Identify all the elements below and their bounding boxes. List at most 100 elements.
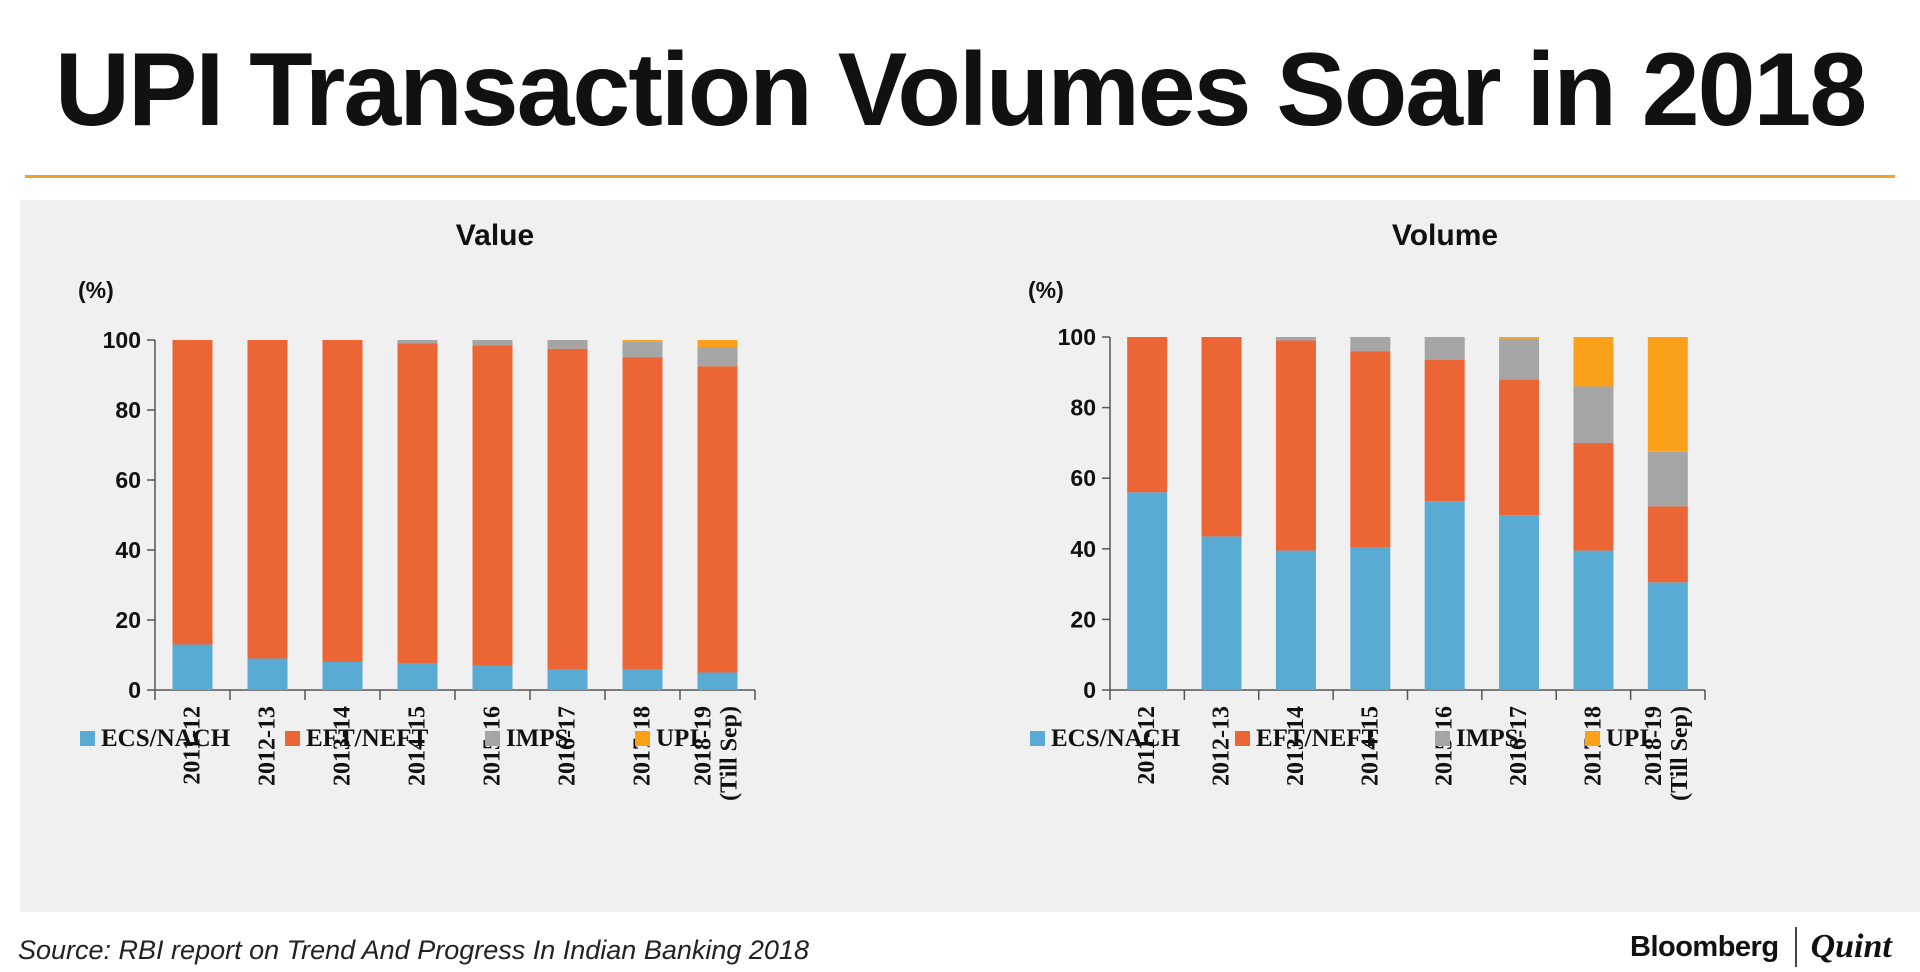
volume-bar-eft-neft-2012-13 [1201, 337, 1242, 537]
volume-x-tick-label: 2018-19(Till Sep) [1641, 706, 1693, 801]
value-legend-swatch-imps [485, 731, 500, 746]
volume-y-tick-label: 80 [1070, 395, 1096, 421]
volume-bar-upi-2018-19-till-sep [1647, 337, 1688, 452]
volume-bar-ecs-nach-2011-12 [1127, 492, 1168, 690]
volume-legend-label-upi: UPI [1606, 725, 1649, 752]
volume-bar-eft-neft-2017-18 [1573, 442, 1614, 551]
value-bar-upi-2018-19-till-sep [697, 340, 738, 347]
value-legend-swatch-eft-neft [285, 731, 300, 746]
value-chart-title: Value [456, 219, 534, 252]
value-x-tick-label: 2016-17 [555, 706, 581, 786]
volume-legend-label-imps: IMPS [1456, 725, 1519, 752]
volume-legend-swatch-ecs-nach [1030, 731, 1045, 746]
volume-bar-imps-2013-14 [1275, 337, 1316, 341]
volume-y-tick-label: 100 [1058, 324, 1096, 350]
value-chart: Value (%) 0 20 40 60 80 100 2011-12 2012-13 2013-1… [78, 219, 756, 801]
value-bar-eft-neft-2013-14 [322, 340, 363, 662]
value-y-tick-label: 40 [115, 537, 141, 563]
value-bar-upi-2017-18 [622, 340, 663, 342]
volume-bar-eft-neft-2018-19-till-sep [1647, 506, 1688, 583]
value-x-tick-label: 2014-15 [405, 706, 431, 786]
volume-bar-imps-2017-18 [1573, 386, 1614, 443]
volume-x-tick-label: 2012-13 [1209, 706, 1235, 786]
volume-legend-swatch-imps [1435, 731, 1450, 746]
value-legend-label-ecs-nach: ECS/NACH [101, 725, 231, 752]
brand-separator [1794, 927, 1797, 967]
value-legend-label-eft-neft: EFT/NEFT [306, 725, 429, 752]
volume-bar-upi-2016-17 [1499, 337, 1540, 339]
value-bar-eft-neft-2018-19-till-sep [697, 366, 738, 673]
value-y-tick-label: 0 [128, 677, 141, 703]
value-chart-panel: Value (%) 0 20 40 60 80 100 2011-12 2012-13 2013-1… [20, 200, 970, 912]
value-bar-ecs-nach-2016-17 [547, 669, 588, 690]
value-bar-eft-neft-2017-18 [622, 357, 663, 669]
value-y-tick-label: 100 [103, 327, 141, 353]
source-note: Source: RBI report on Trend And Progress… [18, 935, 809, 965]
volume-y-axis-unit: (%) [1028, 277, 1064, 303]
value-bar-ecs-nach-2017-18 [622, 669, 663, 690]
value-bar-ecs-nach-2015-16 [472, 665, 513, 690]
value-legend-swatch-ecs-nach [80, 731, 95, 746]
volume-bar-ecs-nach-2014-15 [1350, 547, 1391, 690]
volume-bar-ecs-nach-2013-14 [1275, 550, 1316, 690]
title-divider [25, 175, 1895, 178]
volume-chart-title: Volume [1392, 219, 1498, 252]
value-bar-imps-2015-16 [472, 340, 513, 346]
value-bar-eft-neft-2014-15 [397, 343, 438, 664]
value-bar-eft-neft-2015-16 [472, 345, 513, 666]
value-bar-ecs-nach-2013-14 [322, 662, 363, 690]
value-legend-label-imps: IMPS [506, 725, 569, 752]
volume-y-tick-label: 0 [1083, 677, 1096, 703]
brand-primary: Bloomberg [1630, 930, 1779, 963]
page-title: UPI Transaction Volumes Soar in 2018 [54, 32, 1867, 148]
value-x-tick-label: 2013-14 [330, 706, 356, 786]
value-x-tick-label: 2012-13 [255, 706, 281, 786]
volume-y-tick-label: 40 [1070, 536, 1096, 562]
volume-legend-swatch-eft-neft [1235, 731, 1250, 746]
volume-bar-eft-neft-2016-17 [1499, 379, 1540, 516]
volume-bar-eft-neft-2011-12 [1127, 337, 1168, 493]
brand-secondary: Quint [1810, 928, 1892, 965]
volume-bar-eft-neft-2013-14 [1275, 340, 1316, 551]
volume-x-tick-label: 2011-12 [1134, 706, 1160, 785]
value-legend-swatch-upi [635, 731, 650, 746]
value-bar-ecs-nach-2011-12 [172, 644, 213, 690]
volume-y-tick-label: 60 [1070, 465, 1096, 491]
value-bar-imps-2016-17 [547, 340, 588, 349]
value-bar-eft-neft-2012-13 [247, 340, 288, 659]
volume-x-tick-label: 2014-15 [1357, 706, 1383, 786]
value-y-axis-unit: (%) [78, 277, 114, 303]
volume-bar-ecs-nach-2016-17 [1499, 515, 1540, 690]
volume-legend-swatch-upi [1585, 731, 1600, 746]
value-legend-label-upi: UPI [656, 725, 699, 752]
value-bar-eft-neft-2011-12 [172, 340, 213, 645]
volume-x-tick-label: 2016-17 [1506, 706, 1532, 786]
volume-bar-imps-2018-19-till-sep [1647, 451, 1688, 507]
volume-x-tick-label: 2013-14 [1283, 706, 1309, 786]
volume-bar-eft-neft-2014-15 [1350, 351, 1391, 548]
volume-bar-eft-neft-2015-16 [1424, 359, 1465, 502]
brand-logo: Bloomberg Quint [1630, 925, 1892, 969]
volume-chart: Volume (%) 0 20 40 60 80 100 2011-12 2012-13 2013-… [1028, 219, 1706, 801]
volume-legend-label-eft-neft: EFT/NEFT [1256, 725, 1379, 752]
value-bar-imps-2014-15 [397, 340, 438, 344]
volume-legend-label-ecs-nach: ECS/NACH [1051, 725, 1181, 752]
value-bar-ecs-nach-2018-19-till-sep [697, 672, 738, 690]
volume-bar-upi-2017-18 [1573, 337, 1614, 387]
volume-bar-imps-2014-15 [1350, 337, 1391, 352]
value-y-tick-label: 80 [115, 397, 141, 423]
value-bar-eft-neft-2016-17 [547, 348, 588, 669]
volume-bar-ecs-nach-2012-13 [1201, 536, 1242, 690]
volume-bar-ecs-nach-2017-18 [1573, 550, 1614, 690]
value-bar-imps-2018-19-till-sep [697, 347, 738, 367]
value-bar-ecs-nach-2012-13 [247, 658, 288, 690]
value-bar-imps-2017-18 [622, 341, 663, 358]
value-y-tick-label: 60 [115, 467, 141, 493]
value-bar-ecs-nach-2014-15 [397, 663, 438, 690]
volume-bar-imps-2015-16 [1424, 337, 1465, 360]
volume-chart-panel: Volume (%) 0 20 40 60 80 100 2011-12 2012-13 2013-… [970, 200, 1920, 912]
volume-bar-imps-2016-17 [1499, 338, 1540, 380]
value-y-tick-label: 20 [115, 607, 141, 633]
value-x-tick-label: 2011-12 [180, 706, 206, 785]
volume-bar-ecs-nach-2018-19-till-sep [1647, 582, 1688, 690]
